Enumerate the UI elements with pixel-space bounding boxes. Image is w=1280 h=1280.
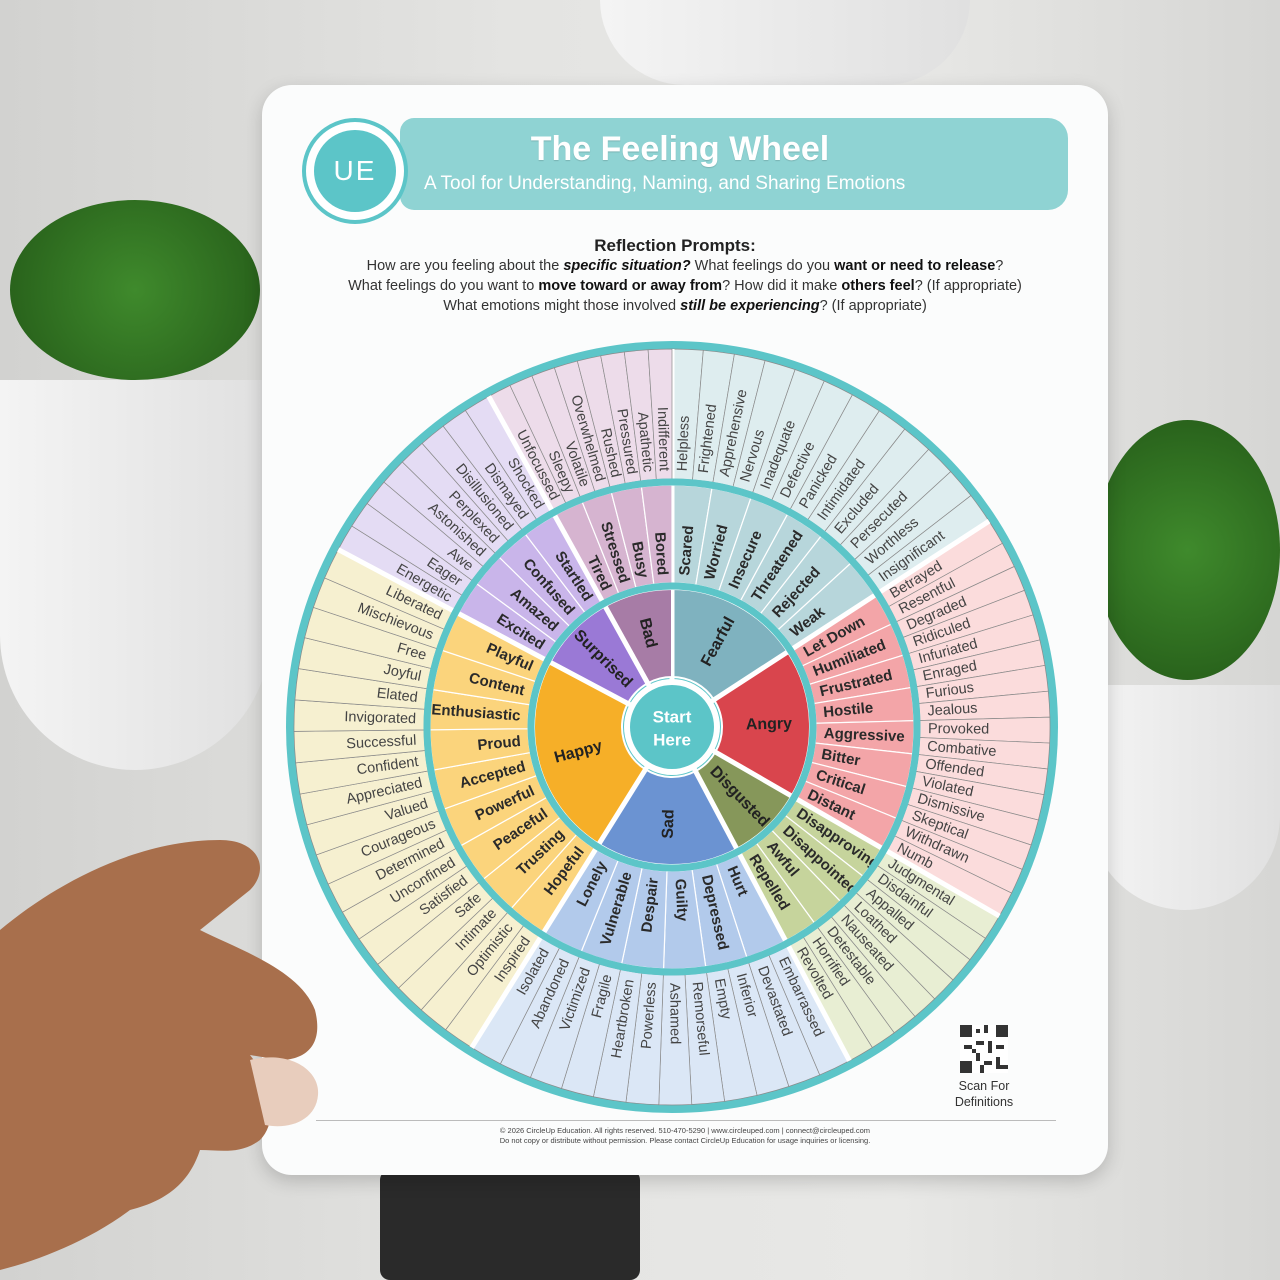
background-pot-top [600, 0, 970, 85]
page-subtitle: A Tool for Understanding, Naming, and Sh… [424, 173, 906, 194]
group-divider [690, 764, 852, 1062]
secondary-label-proud: Proud [477, 733, 522, 754]
page-title: The Feeling Wheel [530, 130, 830, 168]
core-label-angry: Angry [746, 715, 793, 733]
prompt-segment: ? How did it make [722, 278, 842, 294]
tertiary-label-furious: Furious [925, 680, 975, 702]
prompt-segment: How are you feeling about the [366, 258, 564, 274]
core-label-sad: Sad [660, 809, 678, 839]
prompt-segment: What feelings do you [690, 258, 835, 274]
reflection-prompt-2: What feelings do you want to move toward… [290, 278, 1080, 294]
secondary-label-despair: Despair [638, 877, 662, 934]
tertiary-label-indifferent: Indifferent [654, 407, 672, 472]
footer-divider [316, 1120, 1056, 1121]
reflection-prompts-heading: Reflection Prompts: [594, 236, 756, 255]
group-divider [707, 519, 991, 706]
cue-logo: UE [302, 118, 408, 224]
ring-border-1 [527, 582, 817, 872]
secondary-label-aggressive: Aggressive [824, 725, 906, 745]
prompt-segment: others feel [841, 278, 915, 294]
ring-border-2 [423, 478, 921, 976]
background-pot-bottom [380, 1170, 640, 1280]
group-divider [486, 395, 653, 690]
secondary-label-bitter: Bitter [820, 746, 862, 770]
tertiary-label-elated: Elated [376, 685, 419, 706]
prompt-segment: ? (If appropriate) [819, 298, 927, 314]
reflection-prompt-3: What emotions might those involved still… [290, 298, 1080, 314]
tertiary-label-successful: Successful [346, 733, 417, 753]
tertiary-label-remorseful: Remorseful [689, 981, 712, 1056]
tertiary-label-joyful: Joyful [382, 662, 422, 685]
qr-code-icon[interactable] [960, 1025, 1008, 1073]
secondary-label-guilty: Guilty [671, 878, 690, 922]
tertiary-label-empty: Empty [711, 977, 734, 1021]
tertiary-label-ashamed: Ashamed [666, 983, 683, 1044]
start-here-label: Start [653, 708, 692, 727]
holding-hand [0, 840, 319, 1270]
secondary-label-bored: Bored [651, 532, 671, 576]
secondary-label-busy: Busy [628, 540, 652, 580]
plant-right [1095, 420, 1280, 680]
tertiary-label-combative: Combative [927, 739, 997, 760]
start-here-button[interactable] [630, 685, 714, 769]
logo-text: UE [314, 130, 396, 212]
tertiary-label-apathetic: Apathetic [634, 411, 656, 473]
group-divider [337, 547, 635, 709]
tertiary-label-invigorated: Invigorated [344, 709, 416, 727]
start-here-label: Here [653, 731, 691, 750]
prompt-segment: specific situation? [563, 258, 691, 274]
background-pot-left [0, 380, 270, 770]
prompt-segment: What emotions might those involved [443, 298, 681, 314]
tertiary-label-helpless: Helpless [675, 415, 693, 471]
plant-left [10, 200, 260, 380]
group-divider [469, 762, 651, 1049]
footer-copyright: © 2026 CircleUp Education. All rights re… [499, 1126, 871, 1135]
prompt-segment: ? (If appropriate) [914, 278, 1022, 294]
secondary-label-enthusiastic: Enthusiastic [431, 701, 521, 724]
reflection-prompt-1: How are you feeling about the specific s… [290, 258, 1080, 274]
title-banner [400, 118, 1068, 210]
background-pot-right [1090, 685, 1280, 910]
prompt-segment: ? [995, 258, 1004, 274]
tertiary-label-provoked: Provoked [928, 721, 989, 738]
tertiary-label-powerless: Powerless [639, 982, 660, 1050]
group-divider [708, 746, 1001, 919]
prompt-segment: What feelings do you want to [348, 278, 539, 294]
secondary-label-scared: Scared [676, 525, 697, 576]
qr-caption: Scan For Definitions [954, 1079, 1014, 1109]
prompt-segment: still be experiencing [680, 298, 820, 314]
tertiary-label-free: Free [395, 640, 428, 664]
secondary-label-hostile: Hostile [823, 699, 874, 721]
prompt-segment: move toward or away from [538, 278, 723, 294]
tertiary-label-jealous: Jealous [927, 701, 978, 720]
footer-notice: Do not copy or distribute without permis… [499, 1136, 871, 1145]
prompt-segment: want or need to release [834, 258, 996, 274]
